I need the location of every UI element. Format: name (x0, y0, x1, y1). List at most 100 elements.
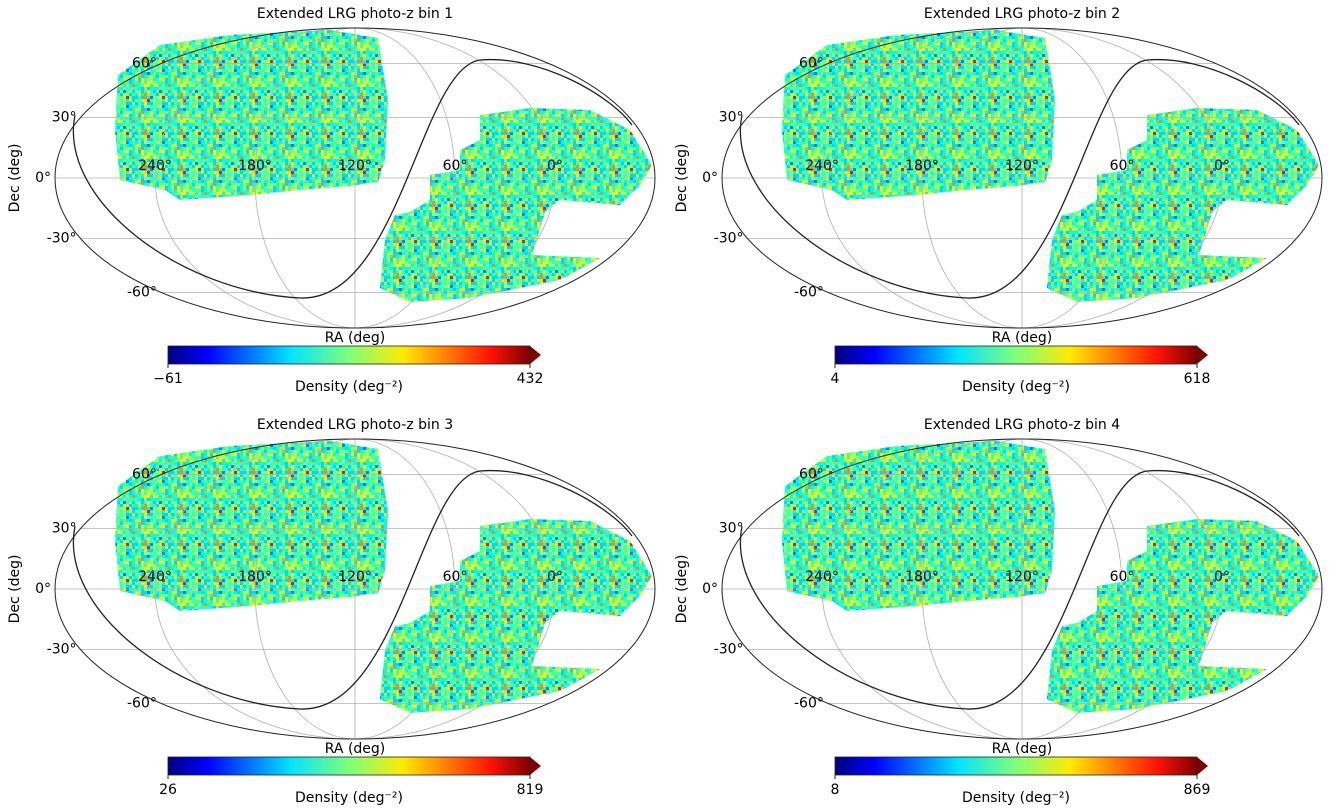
x-tick-label: 120° (338, 158, 372, 174)
x-tick-label: 0° (547, 569, 563, 585)
panel: Extended LRG photo-z bin 3 240° 180° 120° 60… (7, 417, 656, 806)
colorbar-tick-label: 432 (517, 371, 544, 387)
colorbar-tick-label: 618 (1184, 371, 1211, 387)
y-axis-label: Dec (deg) (7, 555, 23, 624)
x-axis-label: RA (deg) (992, 330, 1053, 346)
colorbar-tick-label: −61 (153, 371, 183, 387)
colorbar-label: Density (deg⁻²) (962, 379, 1070, 395)
y-axis-label: Dec (deg) (674, 144, 690, 213)
y-tick-label: -60° (794, 284, 824, 300)
grid-line (354, 27, 556, 329)
y-tick-label: 60° (132, 56, 157, 72)
x-tick-label: 120° (1005, 158, 1039, 174)
x-tick-label: 180° (238, 158, 272, 174)
panel: Extended LRG photo-z bin 4 240° 180° 120° 60… (674, 417, 1323, 806)
colorbar-frame (167, 345, 531, 365)
footprint (115, 441, 388, 611)
y-tick-label: 0° (35, 581, 51, 597)
colorbar-tick-label: 4 (831, 371, 840, 387)
map-border (54, 27, 656, 329)
y-tick-label: -30° (47, 642, 77, 658)
footprint (380, 108, 652, 302)
x-tick-label: 180° (905, 158, 939, 174)
grid-line (821, 27, 1023, 329)
grid-line (921, 27, 1023, 329)
x-tick-label: 60° (443, 158, 468, 174)
footprint (380, 519, 652, 713)
x-tick-label: 240° (138, 569, 172, 585)
y-axis-label: Dec (deg) (7, 144, 23, 213)
grid-line (254, 27, 356, 329)
y-tick-label: -30° (714, 642, 744, 658)
x-tick-label: 0° (1214, 158, 1230, 174)
colorbar (168, 757, 530, 775)
x-tick-label: 120° (1005, 569, 1039, 585)
chart-title: Extended LRG photo-z bin 4 (924, 417, 1120, 433)
x-axis-label: RA (deg) (325, 741, 386, 757)
y-tick-label: -60° (127, 284, 157, 300)
map-border (54, 438, 656, 740)
grid-line (354, 438, 456, 740)
y-tick-label: -60° (127, 695, 157, 711)
galactic-plane (739, 58, 1300, 299)
map-border (721, 438, 1323, 740)
y-tick-label: -60° (794, 695, 824, 711)
x-tick-label: 60° (1110, 569, 1135, 585)
colorbar-extension (1197, 346, 1208, 364)
x-tick-label: 240° (138, 158, 172, 174)
galactic-plane (72, 469, 633, 710)
y-tick-label: 0° (702, 581, 718, 597)
y-tick-label: 60° (799, 56, 824, 72)
galactic-plane (739, 469, 1300, 710)
grid-line (1021, 438, 1123, 740)
y-tick-label: 30° (719, 520, 744, 536)
x-axis-label: RA (deg) (992, 741, 1053, 757)
colorbar-frame (167, 756, 531, 776)
grid-line (1021, 27, 1223, 329)
x-tick-label: 240° (805, 158, 839, 174)
grid-line (154, 438, 356, 740)
y-tick-label: -30° (714, 231, 744, 247)
y-tick-label: 0° (702, 170, 718, 186)
x-tick-label: 180° (238, 569, 272, 585)
footprint (115, 30, 388, 200)
y-tick-label: 30° (719, 109, 744, 125)
footprint (782, 30, 1055, 200)
footprint (1047, 108, 1319, 302)
panel: Extended LRG photo-z bin 2 240° 180° 120° 60… (674, 6, 1323, 395)
x-tick-label: 240° (805, 569, 839, 585)
chart-title: Extended LRG photo-z bin 1 (257, 6, 453, 22)
colorbar-label: Density (deg⁻²) (962, 790, 1070, 806)
y-tick-label: 30° (52, 520, 77, 536)
footprint (1047, 519, 1319, 713)
grid-line (154, 27, 356, 329)
grid-line (921, 438, 1023, 740)
chart-title: Extended LRG photo-z bin 3 (257, 417, 453, 433)
colorbar-extension (530, 346, 541, 364)
grid-line (821, 438, 1023, 740)
x-tick-label: 120° (338, 569, 372, 585)
colorbar-tick-label: 819 (517, 782, 544, 798)
colorbar-extension (530, 757, 541, 775)
y-axis-label: Dec (deg) (674, 555, 690, 624)
colorbar-label: Density (deg⁻²) (295, 379, 403, 395)
grid-line (254, 438, 356, 740)
galactic-plane (72, 58, 633, 299)
colorbar-frame (834, 756, 1198, 776)
x-tick-label: 60° (443, 569, 468, 585)
y-tick-label: -30° (47, 231, 77, 247)
x-tick-label: 180° (905, 569, 939, 585)
x-axis-label: RA (deg) (325, 330, 386, 346)
colorbar-tick-label: 8 (831, 782, 840, 798)
y-tick-label: 0° (35, 170, 51, 186)
colorbar-frame (834, 345, 1198, 365)
colorbar (835, 757, 1197, 775)
x-tick-label: 0° (1214, 569, 1230, 585)
y-tick-label: 60° (132, 467, 157, 483)
colorbar (168, 346, 530, 364)
footprint (782, 441, 1055, 611)
grid-line (1021, 27, 1123, 329)
colorbar-tick-label: 26 (159, 782, 177, 798)
y-tick-label: 30° (52, 109, 77, 125)
